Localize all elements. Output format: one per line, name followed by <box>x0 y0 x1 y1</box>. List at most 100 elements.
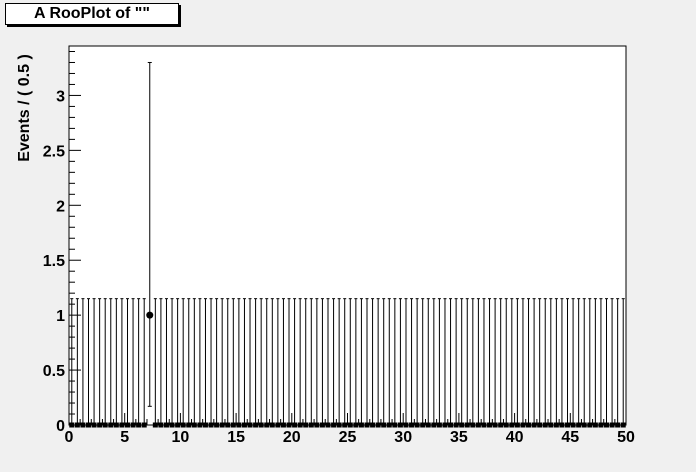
zero-bin-marker <box>475 422 481 428</box>
zero-bin-marker <box>275 422 281 428</box>
x-tick-label: 30 <box>394 429 412 446</box>
zero-bin-marker <box>620 422 626 428</box>
zero-bin-marker <box>258 422 264 428</box>
zero-bin-marker <box>487 422 493 428</box>
zero-bin-marker <box>431 422 437 428</box>
zero-bin-marker <box>615 422 621 428</box>
zero-bin-marker <box>169 422 175 428</box>
zero-bin-marker <box>553 422 559 428</box>
zero-bin-marker <box>514 422 520 428</box>
y-tick-label: 0 <box>56 418 65 435</box>
zero-bin-marker <box>470 422 476 428</box>
zero-bin-marker <box>436 422 442 428</box>
y-tick-label: 3 <box>56 88 65 105</box>
zero-bin-marker <box>214 422 220 428</box>
zero-bin-marker <box>392 422 398 428</box>
zero-bin-marker <box>124 422 130 428</box>
zero-bin-marker <box>481 422 487 428</box>
zero-bin-marker <box>158 422 164 428</box>
zero-bin-marker <box>414 422 420 428</box>
zero-bin-marker <box>537 422 543 428</box>
y-tick-label: 2.5 <box>43 143 65 160</box>
zero-bin-marker <box>464 422 470 428</box>
zero-bin-marker <box>342 422 348 428</box>
zero-bin-marker <box>492 422 498 428</box>
zero-bin-marker <box>503 422 509 428</box>
zero-bin-marker <box>264 422 270 428</box>
zero-bin-marker <box>80 422 86 428</box>
zero-bin-marker <box>186 422 192 428</box>
zero-bin-marker <box>448 422 454 428</box>
zero-bin-marker <box>280 422 286 428</box>
zero-bin-marker <box>542 422 548 428</box>
zero-bin-marker <box>136 422 142 428</box>
zero-bin-marker <box>336 422 342 428</box>
zero-bin-error-bars <box>69 298 626 428</box>
zero-bin-marker <box>397 422 403 428</box>
zero-bin-marker <box>152 422 158 428</box>
zero-bin-marker <box>163 422 169 428</box>
zero-bin-marker <box>592 422 598 428</box>
zero-bin-marker <box>130 422 136 428</box>
zero-bin-marker <box>325 422 331 428</box>
zero-bin-marker <box>498 422 504 428</box>
zero-bin-marker <box>509 422 515 428</box>
zero-bin-marker <box>386 422 392 428</box>
x-tick-label: 10 <box>172 429 190 446</box>
zero-bin-marker <box>141 422 147 428</box>
zero-bin-marker <box>247 422 253 428</box>
zero-bin-marker <box>520 422 526 428</box>
zero-bin-marker <box>85 422 91 428</box>
zero-bin-marker <box>219 422 225 428</box>
zero-bin-marker <box>347 422 353 428</box>
zero-bin-marker <box>97 422 103 428</box>
zero-bin-marker <box>202 422 208 428</box>
zero-bin-marker <box>531 422 537 428</box>
data-points <box>146 61 154 407</box>
zero-bin-marker <box>197 422 203 428</box>
zero-bin-marker <box>370 422 376 428</box>
zero-bin-marker <box>253 422 259 428</box>
zero-bin-marker <box>453 422 459 428</box>
x-tick-label: 25 <box>339 429 357 446</box>
x-tick-label: 50 <box>617 429 635 446</box>
zero-bin-marker <box>303 422 309 428</box>
zero-bin-marker <box>225 422 231 428</box>
x-tick-label: 15 <box>227 429 245 446</box>
zero-bin-marker <box>297 422 303 428</box>
data-point <box>146 311 154 319</box>
x-tick-label: 35 <box>450 429 468 446</box>
zero-bin-marker <box>269 422 275 428</box>
y-tick-label: 2 <box>56 198 65 215</box>
zero-bin-marker <box>375 422 381 428</box>
zero-bin-marker <box>526 422 532 428</box>
zero-bin-marker <box>420 422 426 428</box>
zero-bin-marker <box>241 422 247 428</box>
x-tick-label: 20 <box>283 429 301 446</box>
x-tick-label: 40 <box>506 429 524 446</box>
zero-bin-marker <box>425 422 431 428</box>
y-axis: 0 0.5 1 1.5 2 2.5 3 <box>43 50 81 435</box>
zero-bin-marker <box>609 422 615 428</box>
y-tick-label: 1.5 <box>43 253 65 270</box>
zero-bin-marker <box>598 422 604 428</box>
zero-bin-marker <box>102 422 108 428</box>
zero-bin-marker <box>548 422 554 428</box>
zero-bin-marker <box>381 422 387 428</box>
x-axis: 0 5 10 15 20 25 30 35 40 45 50 <box>65 413 635 446</box>
zero-bin-marker <box>230 422 236 428</box>
y-tick-label: 1 <box>56 308 65 325</box>
plot-title: A RooPlot of "" <box>5 3 179 25</box>
zero-bin-marker <box>119 422 125 428</box>
zero-bin-marker <box>353 422 359 428</box>
zero-bin-marker <box>559 422 565 428</box>
zero-bin-marker <box>409 422 415 428</box>
zero-bin-marker <box>113 422 119 428</box>
zero-bin-marker <box>319 422 325 428</box>
zero-bin-marker <box>459 422 465 428</box>
zero-bin-marker <box>587 422 593 428</box>
zero-bin-marker <box>570 422 576 428</box>
x-tick-label: 5 <box>120 429 129 446</box>
zero-bin-marker <box>308 422 314 428</box>
